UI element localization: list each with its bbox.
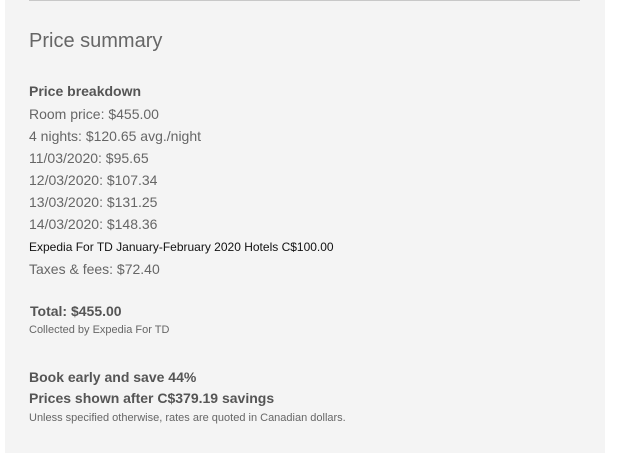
nightly-rate: 13/03/2020: $131.25: [29, 194, 158, 210]
taxes-fees: Taxes & fees: $72.40: [29, 261, 160, 277]
nightly-rate: 12/03/2020: $107.34: [29, 172, 158, 188]
breakdown-heading: Price breakdown: [29, 83, 142, 99]
nightly-rate: 14/03/2020: $148.36: [29, 216, 158, 232]
promo-discount: Expedia For TD January-February 2020 Hot…: [29, 240, 334, 254]
room-price: Room price: $455.00: [29, 106, 159, 122]
collected-by: Collected by Expedia For TD: [29, 324, 170, 336]
savings-headline: Book early and save 44%: [29, 369, 197, 385]
total-price: Total: $455.00: [30, 303, 122, 319]
page-title: Price summary: [29, 30, 163, 52]
currency-note: Unless specified otherwise, rates are qu…: [29, 412, 346, 424]
nights-average: 4 nights: $120.65 avg./night: [29, 128, 202, 144]
nightly-rate: 11/03/2020: $95.65: [29, 150, 149, 166]
divider: [29, 0, 580, 1]
price-summary-panel: Price summary Price breakdown Room price…: [5, 0, 605, 453]
savings-detail: Prices shown after C$379.19 savings: [29, 390, 275, 406]
